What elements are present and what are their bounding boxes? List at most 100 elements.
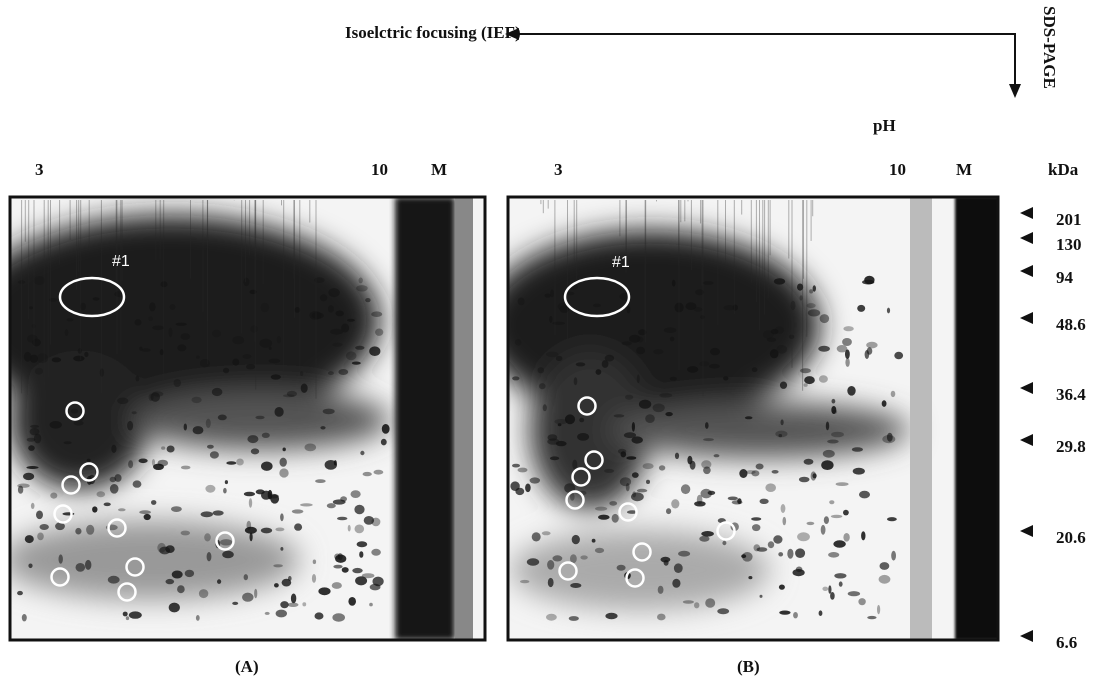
gel-spot — [333, 564, 343, 569]
spot-label: #1 — [612, 254, 630, 271]
gel-spot — [541, 531, 551, 536]
gel-spot — [173, 379, 181, 387]
gel-spot — [264, 611, 270, 615]
gel-spot — [564, 483, 576, 493]
gel-spot — [372, 576, 384, 587]
gel-spot — [58, 554, 63, 564]
spot-circle — [79, 462, 99, 482]
gel-spot — [260, 527, 273, 534]
gel-spot — [845, 357, 850, 367]
gel-spot — [148, 316, 154, 322]
gel-spot — [539, 383, 546, 390]
gel-spot — [669, 376, 677, 381]
gel-spot — [23, 472, 35, 481]
marker-label: 48.6 — [1056, 315, 1086, 334]
gel-spot — [114, 474, 122, 482]
gel-spot — [546, 351, 559, 358]
gel-spot — [381, 424, 390, 434]
gel-spot — [825, 421, 830, 431]
gel-spot — [318, 587, 331, 596]
gel-spot — [525, 483, 531, 493]
gel-spot — [572, 459, 578, 470]
spot-circle — [61, 475, 81, 495]
ph-low: 3 — [35, 160, 44, 179]
gel-spot — [141, 348, 151, 352]
gel-spot — [517, 467, 528, 473]
gel-spot — [267, 489, 273, 500]
gel-spot — [877, 604, 881, 615]
gel-spot — [537, 367, 545, 374]
gel-spot — [864, 275, 875, 285]
marker-label: 130 — [1056, 235, 1082, 254]
spot-ellipse — [563, 276, 631, 318]
gel-spot — [705, 598, 716, 608]
gel-spot — [371, 548, 381, 556]
gel-spot — [255, 489, 265, 495]
gel-spot — [852, 467, 865, 475]
gel-spot — [787, 548, 794, 559]
gel-spot — [200, 511, 213, 518]
gel-spot — [741, 554, 747, 559]
gel-spot — [699, 535, 710, 542]
marker-label: 20.6 — [1056, 528, 1086, 547]
gel-spot — [598, 514, 610, 520]
gel-spot — [831, 398, 836, 404]
gel-spot — [51, 357, 62, 363]
gel-spot — [64, 329, 69, 336]
gel-spot — [765, 483, 776, 493]
gel-spot — [347, 524, 351, 532]
gel-spot — [354, 524, 365, 534]
gel-spot — [674, 302, 684, 313]
gel-spot — [109, 484, 119, 494]
gel-spot — [168, 327, 173, 338]
gel-spot — [695, 289, 705, 296]
gel-spot — [838, 581, 843, 587]
gel-spot — [80, 302, 86, 311]
gel-spot — [780, 504, 786, 513]
ph-low: 3 — [554, 160, 563, 179]
gel-spot — [92, 506, 98, 513]
marker-label: 36.4 — [1056, 385, 1086, 404]
gel-spot — [138, 458, 148, 464]
gel-spot — [356, 541, 368, 548]
gel-spot — [861, 531, 866, 541]
gel-spot — [127, 420, 134, 431]
gel-spot — [800, 368, 811, 374]
gel-spot — [226, 461, 237, 465]
gel-spot — [793, 612, 798, 619]
gel-b — [508, 197, 998, 640]
gel-spot — [273, 564, 283, 568]
gel-spot — [748, 576, 753, 580]
gel-spot — [843, 533, 850, 542]
gel-spot — [807, 309, 821, 317]
gel-spot — [812, 285, 816, 292]
gel-spot — [631, 492, 644, 502]
gel-spot — [254, 588, 258, 599]
gel-spot — [798, 476, 810, 483]
marker-arrow — [1020, 382, 1033, 394]
gel-spot — [665, 412, 673, 417]
spot-circle — [50, 567, 70, 587]
gel-spot — [652, 403, 665, 413]
gel-spot — [770, 328, 779, 335]
gel-spot — [29, 306, 33, 310]
gel-spot — [546, 613, 557, 621]
marker-label: 94 — [1056, 268, 1074, 287]
gel-spot — [191, 396, 202, 404]
gel-spot — [248, 498, 253, 508]
axis-arrow — [508, 33, 1016, 92]
gel-spot — [778, 584, 785, 590]
gel-spot — [646, 479, 650, 484]
gel-spot — [879, 562, 890, 570]
gel-spot — [544, 293, 551, 298]
gel-spot — [806, 521, 815, 526]
gel-spot — [886, 432, 893, 442]
gel-spot — [206, 552, 212, 562]
gel-spot — [332, 499, 346, 505]
gel-spot — [830, 514, 843, 519]
gel-spot — [752, 524, 761, 532]
gel-spot — [755, 463, 764, 470]
gel-spot — [85, 559, 92, 570]
gel-spot — [335, 310, 344, 317]
